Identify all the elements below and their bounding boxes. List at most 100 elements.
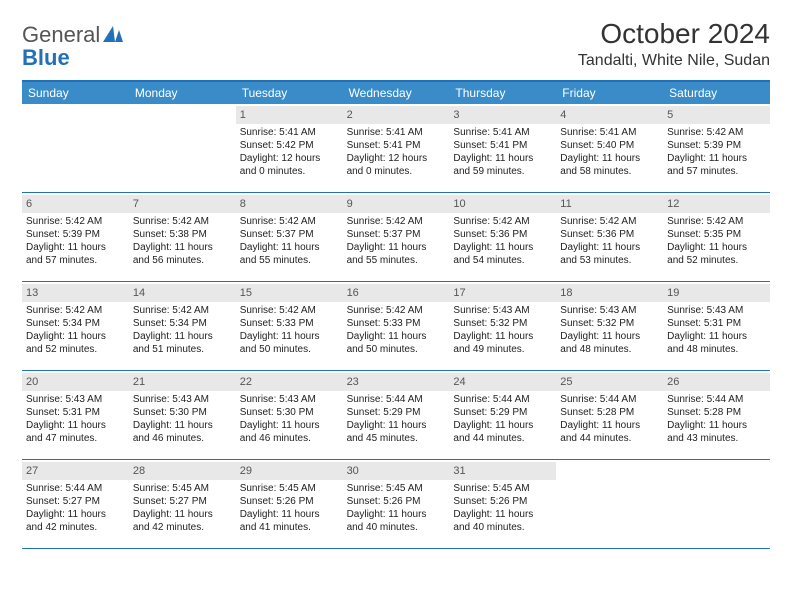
day-number: 20 xyxy=(22,373,129,391)
calendar-day: 30Sunrise: 5:45 AMSunset: 5:26 PMDayligh… xyxy=(343,460,450,548)
weekday-tuesday: Tuesday xyxy=(236,82,343,104)
sunset-label: Sunset: 5:33 PM xyxy=(240,317,339,330)
sunset-label: Sunset: 5:31 PM xyxy=(667,317,766,330)
calendar-day: 6Sunrise: 5:42 AMSunset: 5:39 PMDaylight… xyxy=(22,193,129,281)
sunrise-label: Sunrise: 5:45 AM xyxy=(347,482,446,495)
day-number: 22 xyxy=(236,373,343,391)
sunset-label: Sunset: 5:37 PM xyxy=(240,228,339,241)
calendar-day xyxy=(556,460,663,548)
sunrise-label: Sunrise: 5:41 AM xyxy=(453,126,552,139)
weekday-friday: Friday xyxy=(556,82,663,104)
daylight-label: Daylight: 11 hours and 47 minutes. xyxy=(26,419,125,445)
day-number: 5 xyxy=(663,106,770,124)
day-number: 15 xyxy=(236,284,343,302)
calendar-day: 21Sunrise: 5:43 AMSunset: 5:30 PMDayligh… xyxy=(129,371,236,459)
sunrise-label: Sunrise: 5:42 AM xyxy=(560,215,659,228)
day-number: 24 xyxy=(449,373,556,391)
calendar-day: 17Sunrise: 5:43 AMSunset: 5:32 PMDayligh… xyxy=(449,282,556,370)
daylight-label: Daylight: 11 hours and 56 minutes. xyxy=(133,241,232,267)
daylight-label: Daylight: 11 hours and 53 minutes. xyxy=(560,241,659,267)
daylight-label: Daylight: 11 hours and 55 minutes. xyxy=(347,241,446,267)
daylight-label: Daylight: 12 hours and 0 minutes. xyxy=(347,152,446,178)
calendar-day xyxy=(129,104,236,192)
daylight-label: Daylight: 11 hours and 42 minutes. xyxy=(133,508,232,534)
sunset-label: Sunset: 5:36 PM xyxy=(560,228,659,241)
day-number: 1 xyxy=(236,106,343,124)
sunrise-label: Sunrise: 5:43 AM xyxy=(453,304,552,317)
sunrise-label: Sunrise: 5:44 AM xyxy=(560,393,659,406)
sunset-label: Sunset: 5:37 PM xyxy=(347,228,446,241)
calendar-day: 1Sunrise: 5:41 AMSunset: 5:42 PMDaylight… xyxy=(236,104,343,192)
daylight-label: Daylight: 11 hours and 45 minutes. xyxy=(347,419,446,445)
calendar-day xyxy=(663,460,770,548)
day-number: 10 xyxy=(449,195,556,213)
sunset-label: Sunset: 5:28 PM xyxy=(560,406,659,419)
day-number: 25 xyxy=(556,373,663,391)
daylight-label: Daylight: 11 hours and 50 minutes. xyxy=(240,330,339,356)
calendar-day: 18Sunrise: 5:43 AMSunset: 5:32 PMDayligh… xyxy=(556,282,663,370)
calendar-day: 22Sunrise: 5:43 AMSunset: 5:30 PMDayligh… xyxy=(236,371,343,459)
calendar-day: 16Sunrise: 5:42 AMSunset: 5:33 PMDayligh… xyxy=(343,282,450,370)
sunrise-label: Sunrise: 5:45 AM xyxy=(453,482,552,495)
sunrise-label: Sunrise: 5:42 AM xyxy=(347,304,446,317)
calendar-day: 11 Sunrise: 5:42 AMSunset: 5:36 PMDayligh… xyxy=(556,193,663,281)
sunset-label: Sunset: 5:29 PM xyxy=(453,406,552,419)
calendar-day: 4Sunrise: 5:41 AMSunset: 5:40 PMDaylight… xyxy=(556,104,663,192)
day-number: 23 xyxy=(343,373,450,391)
daylight-label: Daylight: 11 hours and 44 minutes. xyxy=(560,419,659,445)
daylight-label: Daylight: 11 hours and 42 minutes. xyxy=(26,508,125,534)
calendar-day: 7Sunrise: 5:42 AMSunset: 5:38 PMDaylight… xyxy=(129,193,236,281)
sunset-label: Sunset: 5:36 PM xyxy=(453,228,552,241)
calendar-day xyxy=(22,104,129,192)
sunrise-label: Sunrise: 5:42 AM xyxy=(133,304,232,317)
calendar-week: 27Sunrise: 5:44 AMSunset: 5:27 PMDayligh… xyxy=(22,460,770,549)
logo-text-gray: General xyxy=(22,22,100,47)
sunset-label: Sunset: 5:32 PM xyxy=(560,317,659,330)
day-number: 11 xyxy=(556,195,663,213)
daylight-label: Daylight: 11 hours and 40 minutes. xyxy=(453,508,552,534)
logo-mark-icon xyxy=(103,26,123,42)
daylight-label: Daylight: 11 hours and 57 minutes. xyxy=(26,241,125,267)
sunset-label: Sunset: 5:28 PM xyxy=(667,406,766,419)
sunrise-label: Sunrise: 5:44 AM xyxy=(26,482,125,495)
calendar-day: 12Sunrise: 5:42 AMSunset: 5:35 PMDayligh… xyxy=(663,193,770,281)
calendar-day: 20Sunrise: 5:43 AMSunset: 5:31 PMDayligh… xyxy=(22,371,129,459)
logo: General Blue xyxy=(22,18,123,70)
daylight-label: Daylight: 11 hours and 52 minutes. xyxy=(26,330,125,356)
header-bar: General Blue October 2024 Tandalti, Whit… xyxy=(22,18,770,70)
sunset-label: Sunset: 5:26 PM xyxy=(453,495,552,508)
sunrise-label: Sunrise: 5:42 AM xyxy=(240,304,339,317)
sunrise-label: Sunrise: 5:41 AM xyxy=(560,126,659,139)
calendar-day: 29Sunrise: 5:45 AMSunset: 5:26 PMDayligh… xyxy=(236,460,343,548)
sunset-label: Sunset: 5:32 PM xyxy=(453,317,552,330)
sunrise-label: Sunrise: 5:45 AM xyxy=(240,482,339,495)
daylight-label: Daylight: 11 hours and 52 minutes. xyxy=(667,241,766,267)
day-number: 14 xyxy=(129,284,236,302)
sunrise-label: Sunrise: 5:42 AM xyxy=(240,215,339,228)
calendar-day: 28Sunrise: 5:45 AMSunset: 5:27 PMDayligh… xyxy=(129,460,236,548)
calendar-day: 5Sunrise: 5:42 AMSunset: 5:39 PMDaylight… xyxy=(663,104,770,192)
calendar-body: 1Sunrise: 5:41 AMSunset: 5:42 PMDaylight… xyxy=(22,104,770,549)
calendar-day: 24Sunrise: 5:44 AMSunset: 5:29 PMDayligh… xyxy=(449,371,556,459)
sunrise-label: Sunrise: 5:43 AM xyxy=(667,304,766,317)
day-number: 12 xyxy=(663,195,770,213)
day-number: 28 xyxy=(129,462,236,480)
day-number: 13 xyxy=(22,284,129,302)
logo-text-blue: Blue xyxy=(22,45,70,70)
daylight-label: Daylight: 11 hours and 51 minutes. xyxy=(133,330,232,356)
daylight-label: Daylight: 11 hours and 55 minutes. xyxy=(240,241,339,267)
sunset-label: Sunset: 5:41 PM xyxy=(347,139,446,152)
sunrise-label: Sunrise: 5:43 AM xyxy=(26,393,125,406)
day-number: 6 xyxy=(22,195,129,213)
calendar-week: 20Sunrise: 5:43 AMSunset: 5:31 PMDayligh… xyxy=(22,371,770,460)
sunset-label: Sunset: 5:34 PM xyxy=(133,317,232,330)
daylight-label: Daylight: 11 hours and 48 minutes. xyxy=(560,330,659,356)
daylight-label: Daylight: 12 hours and 0 minutes. xyxy=(240,152,339,178)
sunset-label: Sunset: 5:27 PM xyxy=(133,495,232,508)
daylight-label: Daylight: 11 hours and 43 minutes. xyxy=(667,419,766,445)
calendar-week: 6Sunrise: 5:42 AMSunset: 5:39 PMDaylight… xyxy=(22,193,770,282)
day-number: 29 xyxy=(236,462,343,480)
calendar-day: 19Sunrise: 5:43 AMSunset: 5:31 PMDayligh… xyxy=(663,282,770,370)
sunset-label: Sunset: 5:29 PM xyxy=(347,406,446,419)
day-number: 26 xyxy=(663,373,770,391)
